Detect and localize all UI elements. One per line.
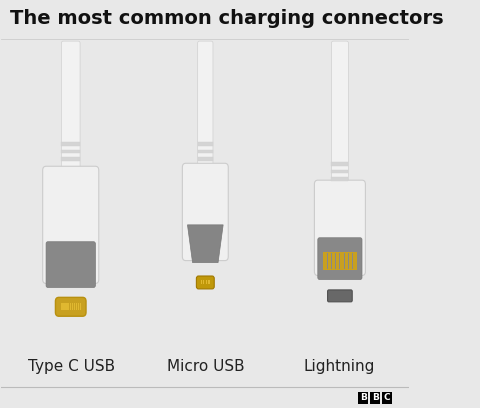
Bar <box>70 303 71 310</box>
Bar <box>61 157 80 161</box>
FancyBboxPatch shape <box>182 163 228 261</box>
Bar <box>348 293 349 299</box>
Polygon shape <box>188 225 223 263</box>
Bar <box>331 170 348 173</box>
Bar <box>370 392 380 404</box>
Bar <box>78 303 79 310</box>
Text: Micro USB: Micro USB <box>167 359 244 374</box>
Bar <box>339 253 340 268</box>
FancyBboxPatch shape <box>55 297 86 316</box>
Bar <box>323 252 357 270</box>
Bar <box>382 392 392 404</box>
Bar <box>352 253 353 268</box>
Bar <box>72 303 73 310</box>
FancyBboxPatch shape <box>198 41 213 169</box>
Bar <box>203 280 204 284</box>
Text: C: C <box>384 393 390 402</box>
Bar <box>206 280 207 284</box>
Bar <box>198 150 213 153</box>
FancyBboxPatch shape <box>314 180 365 275</box>
Text: Lightning: Lightning <box>304 359 375 374</box>
FancyBboxPatch shape <box>61 41 80 172</box>
Bar <box>348 253 349 268</box>
Bar <box>80 303 81 310</box>
FancyBboxPatch shape <box>327 290 352 302</box>
FancyBboxPatch shape <box>196 276 214 289</box>
Bar <box>201 280 202 284</box>
Text: Type C USB: Type C USB <box>27 359 115 374</box>
Bar <box>73 303 75 310</box>
Bar <box>335 253 336 268</box>
Text: B: B <box>360 393 367 402</box>
Bar <box>344 253 345 268</box>
Bar <box>61 150 80 153</box>
Bar <box>198 157 213 161</box>
Bar <box>63 303 65 310</box>
Bar <box>76 303 77 310</box>
FancyBboxPatch shape <box>318 238 362 279</box>
Bar <box>338 293 339 299</box>
Bar <box>61 142 80 146</box>
Bar <box>331 162 348 166</box>
FancyBboxPatch shape <box>46 242 96 287</box>
Bar <box>331 253 332 268</box>
Text: The most common charging connectors: The most common charging connectors <box>10 9 444 28</box>
Bar <box>358 392 369 404</box>
Bar <box>61 303 63 310</box>
Bar <box>208 280 210 284</box>
FancyBboxPatch shape <box>331 41 348 186</box>
Bar <box>68 303 69 310</box>
Bar <box>336 293 337 299</box>
Text: B: B <box>372 393 379 402</box>
FancyBboxPatch shape <box>43 166 99 284</box>
Bar <box>65 303 67 310</box>
Bar <box>198 142 213 146</box>
Bar <box>331 177 348 181</box>
